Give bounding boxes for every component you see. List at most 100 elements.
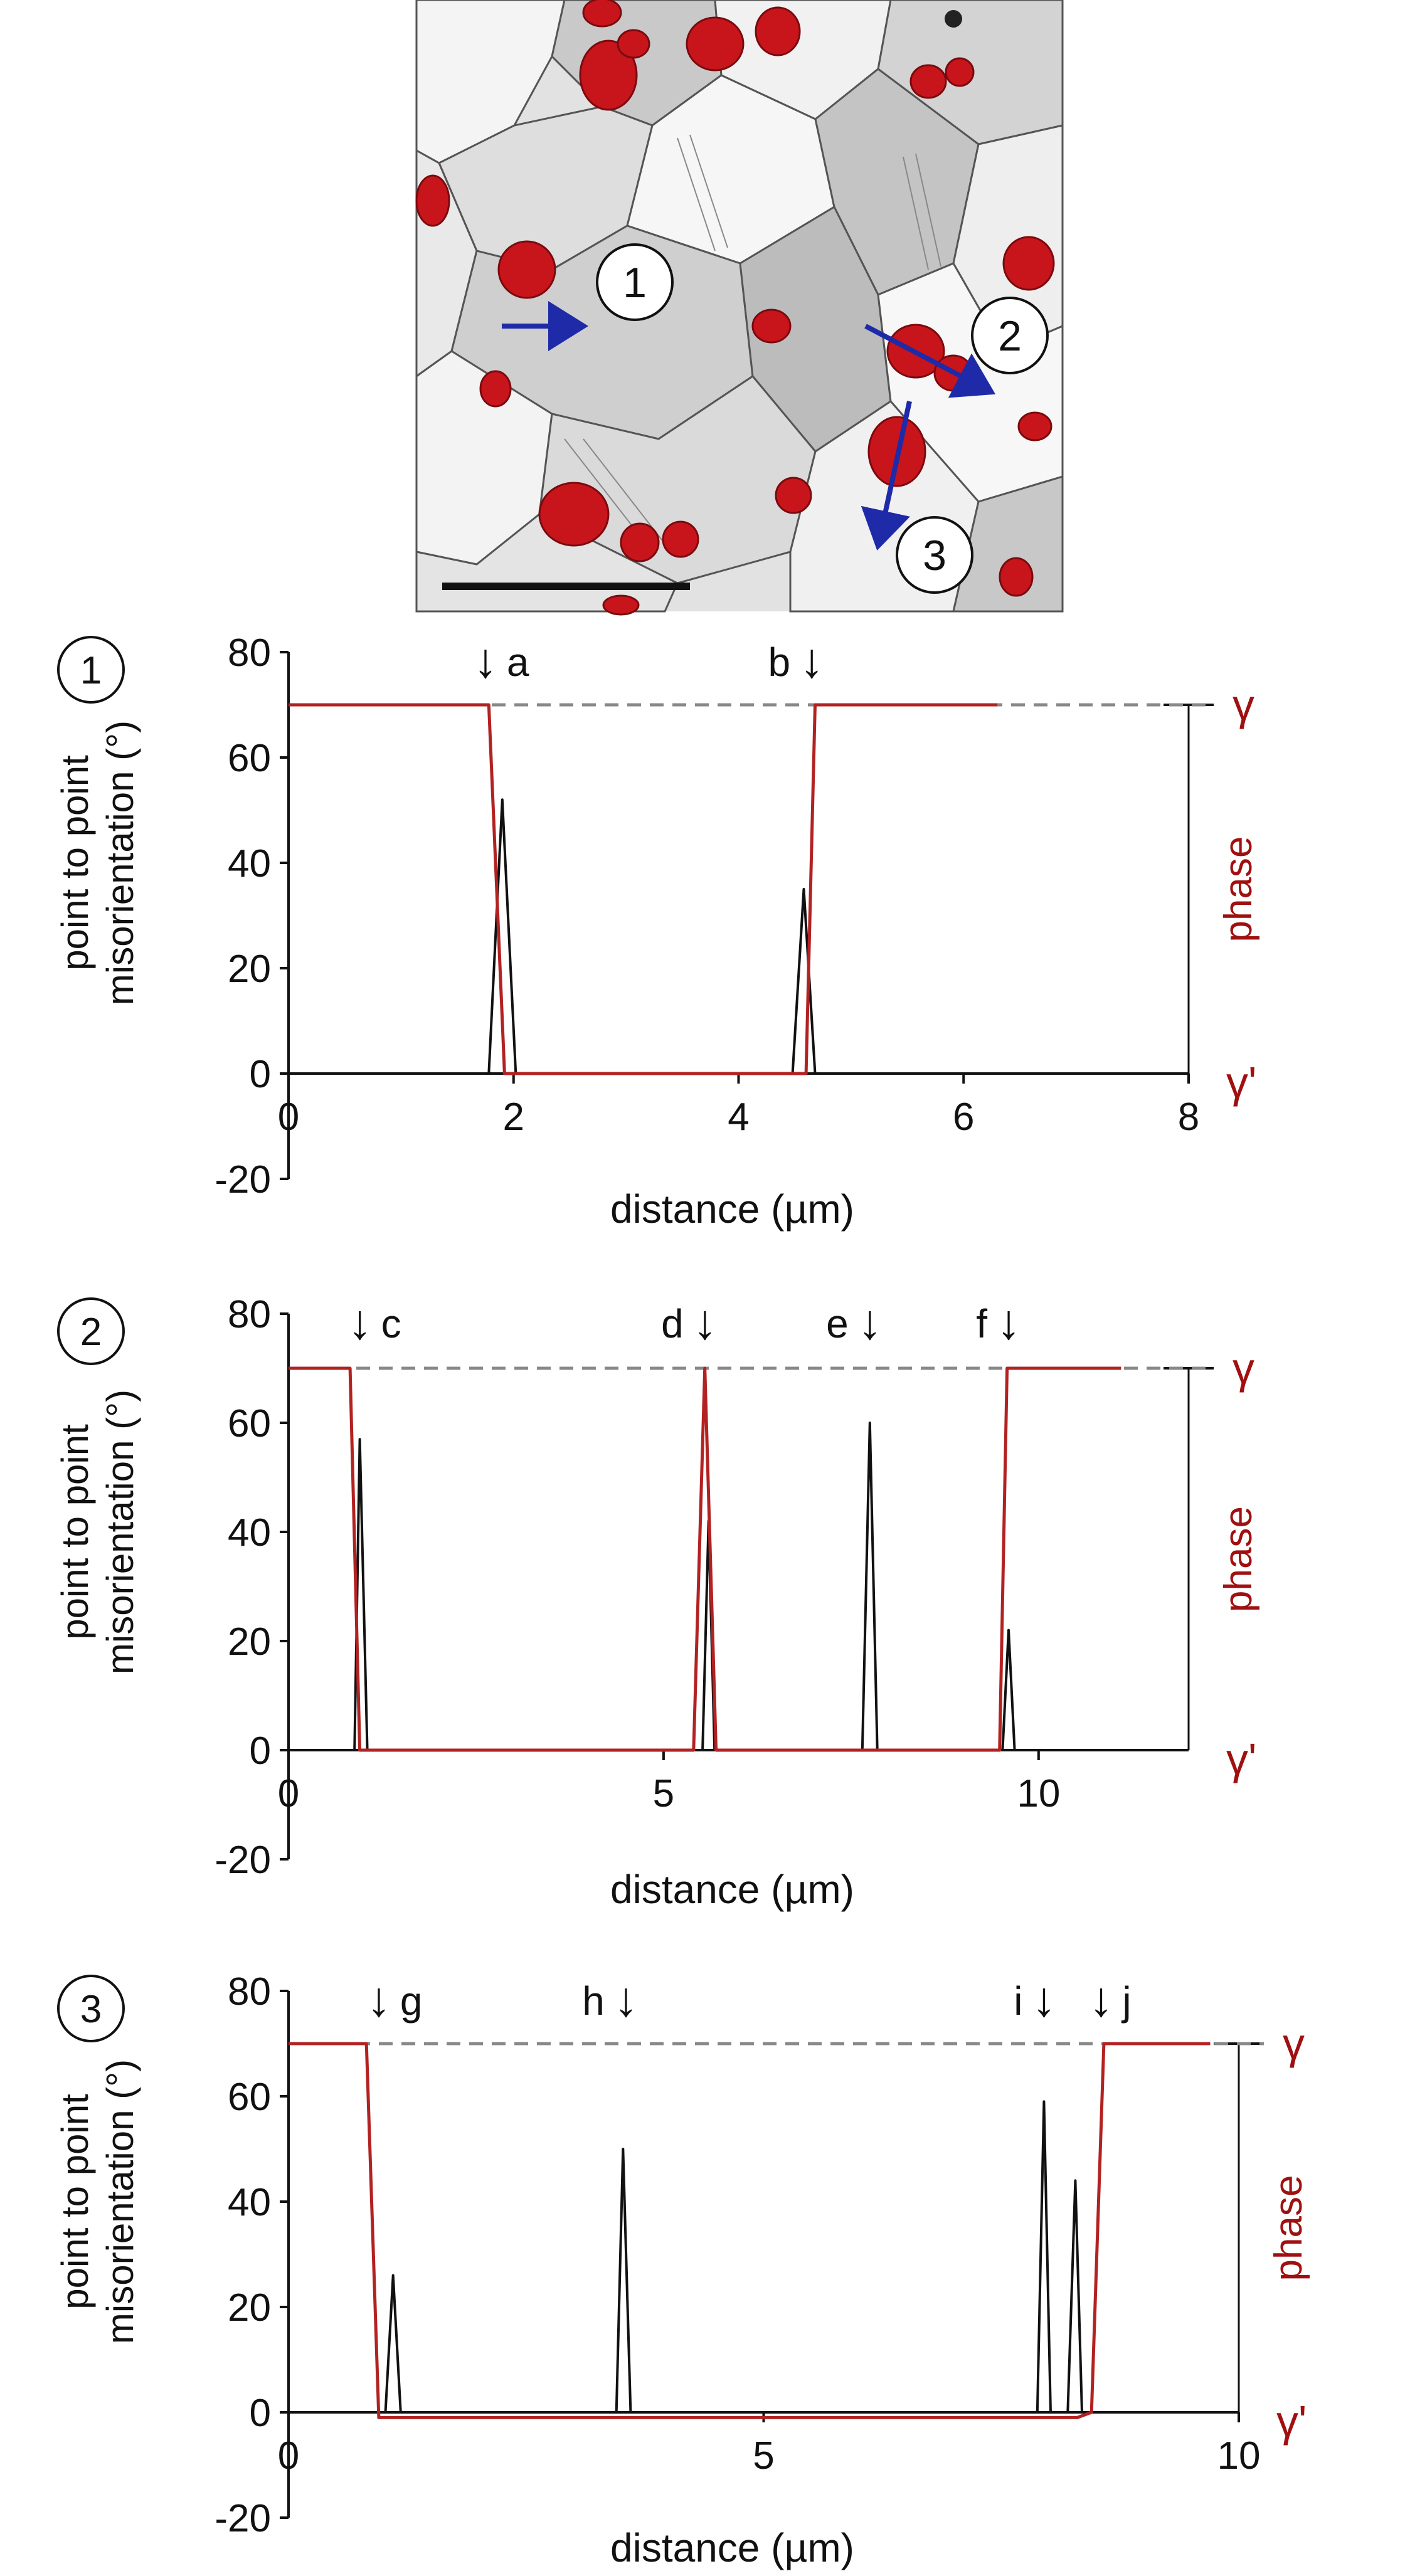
y-tick-label: 20	[228, 2286, 271, 2330]
phase-axis-title: phase	[1217, 837, 1260, 942]
annotation-arrow: ↓	[366, 1972, 391, 2027]
annotation-arrow: ↓	[692, 1294, 717, 1349]
y-tick-label: -20	[215, 1839, 271, 1882]
phase-series-line	[289, 2042, 1211, 2419]
phase-series-line	[289, 1366, 1121, 1752]
y-axis-title-line-1: point to point	[54, 755, 96, 971]
y-axis-title-line-2: misorientation (°)	[99, 2059, 141, 2344]
y-tick-label: 0	[250, 2392, 271, 2435]
y-tick-label: 60	[228, 1402, 271, 1445]
profile-marker-3: 3	[923, 532, 946, 579]
phase-axis-title: phase	[1217, 1506, 1260, 1612]
y-axis-title-line-1: point to point	[54, 1424, 96, 1640]
y-tick-label: -20	[215, 1158, 271, 1201]
annotation-label: i	[1014, 1978, 1022, 2024]
annotation-arrow: ↓	[473, 633, 497, 688]
y-tick-label: 80	[228, 1970, 271, 2014]
x-axis-title: distance (µm)	[610, 2525, 854, 2570]
line-profile-arrows	[502, 301, 996, 551]
x-tick-label: 4	[728, 1095, 749, 1139]
panel-label-circle	[57, 636, 125, 704]
phase-gamma-prime-label: γ'	[1226, 1058, 1256, 1107]
phase-gamma-label: γ	[1233, 1344, 1254, 1393]
panel-label-circle	[57, 1297, 125, 1365]
grain-regions	[415, 0, 1064, 613]
annotation-arrow: ↓	[1089, 1972, 1113, 2027]
y-tick-label: 80	[228, 631, 271, 675]
annotation-arrow: ↓	[997, 1294, 1021, 1349]
annotation-a: ↓ a	[473, 633, 529, 688]
misorientation-series-line	[289, 798, 998, 1075]
x-tick-label: 8	[1178, 1095, 1199, 1139]
x-tick-label: 0	[278, 1095, 299, 1139]
x-tick-label: 0	[278, 2434, 299, 2478]
profile-marker-1: 1	[623, 259, 647, 307]
annotation-arrow: ↓	[800, 633, 824, 688]
profile-arrow-2	[864, 324, 996, 398]
phase-gamma-prime-label: γ'	[1276, 2397, 1307, 2446]
phase-gamma-label: γ	[1283, 2019, 1305, 2068]
phase-gamma-label: γ	[1233, 680, 1254, 729]
annotation-label: j	[1121, 1978, 1131, 2024]
panel-label: 1	[80, 649, 102, 692]
annotation-label: a	[507, 640, 529, 685]
annotation-b: ↓b	[768, 633, 824, 688]
annotation-arrow: ↓	[347, 1294, 372, 1349]
annotation-h: ↓h	[582, 1972, 638, 2027]
annotation-label: g	[400, 1978, 423, 2024]
x-tick-label: 5	[653, 1772, 674, 1815]
annotation-c: ↓ c	[347, 1294, 401, 1349]
y-tick-label: 40	[228, 1511, 271, 1555]
annotation-label: h	[582, 1978, 605, 2024]
annotation-f: ↓f	[976, 1294, 1021, 1349]
y-tick-label: 20	[228, 1620, 271, 1664]
annotation-label: b	[768, 640, 791, 685]
panel-label: 2	[80, 1311, 102, 1354]
annotation-g: ↓ g	[366, 1972, 422, 2027]
x-axis-title: distance (µm)	[610, 1867, 854, 1912]
profile-markers: 1 2 3	[596, 243, 1049, 594]
profile-marker-2: 2	[998, 312, 1022, 360]
annotation-i: ↓i	[1014, 1972, 1056, 2027]
annotation-arrow: ↓	[1032, 1972, 1056, 2027]
x-axis-title: distance (µm)	[610, 1186, 854, 1232]
panel-label: 3	[80, 1988, 102, 2031]
annotation-arrow: ↓	[857, 1294, 882, 1349]
annotation-label: e	[826, 1301, 849, 1346]
x-tick-label: 0	[278, 1772, 299, 1815]
phase-axis-title: phase	[1267, 2175, 1310, 2281]
annotation-e: ↓e	[826, 1294, 882, 1349]
y-tick-label: 60	[228, 2076, 271, 2119]
phase-gamma-prime-label: γ'	[1226, 1734, 1256, 1783]
annotation-label: d	[661, 1301, 684, 1346]
micrograph: 1 2 3	[415, 0, 1064, 616]
x-tick-label: 2	[503, 1095, 524, 1139]
annotation-j: ↓ j	[1089, 1972, 1132, 2027]
y-axis-title-line-1: point to point	[54, 2094, 96, 2309]
panel-label-circle	[57, 1975, 125, 2042]
x-tick-label: 10	[1017, 1772, 1060, 1815]
phase-series-line	[289, 703, 998, 1075]
x-tick-label: 10	[1217, 2434, 1261, 2478]
y-tick-label: 20	[228, 948, 271, 991]
y-axis-title-line-2: misorientation (°)	[99, 1390, 141, 1674]
y-tick-label: 40	[228, 842, 271, 885]
misorientation-series-line	[289, 2100, 1192, 2414]
annotation-label: f	[976, 1301, 987, 1346]
y-tick-label: 40	[228, 2181, 271, 2224]
dark-pore	[945, 10, 962, 28]
y-tick-label: 0	[250, 1053, 271, 1096]
y-tick-label: 80	[228, 1293, 271, 1336]
annotation-arrow: ↓	[613, 1972, 638, 2027]
x-tick-label: 6	[953, 1095, 974, 1139]
y-tick-label: -20	[215, 2497, 271, 2540]
y-axis-title-line-2: misorientation (°)	[99, 721, 141, 1005]
y-tick-label: 60	[228, 737, 271, 780]
x-tick-label: 5	[753, 2434, 774, 2478]
y-tick-label: 0	[250, 1729, 271, 1773]
annotation-label: c	[381, 1301, 401, 1346]
profile-arrow-3	[861, 401, 912, 551]
